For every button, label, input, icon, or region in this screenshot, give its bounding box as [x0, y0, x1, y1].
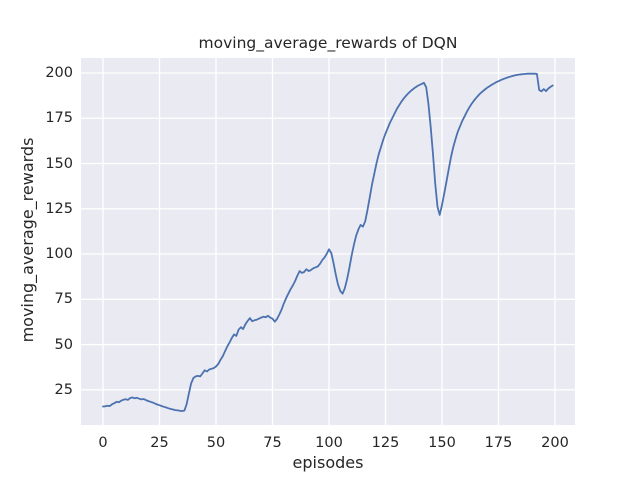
y-tick-label: 75: [54, 291, 73, 308]
plot-area: [81, 58, 575, 425]
y-tick-label: 200: [45, 64, 73, 81]
x-tick-label: 100: [315, 435, 343, 451]
x-axis-label: episodes: [292, 453, 364, 472]
x-tick-label: 150: [428, 435, 456, 451]
x-tick-label: 50: [206, 435, 226, 451]
x-tick-label: 125: [371, 435, 400, 451]
x-tick-label: 200: [541, 435, 569, 451]
x-tick-label: 0: [98, 435, 108, 451]
y-axis-label: moving_average_rewards: [18, 137, 37, 343]
gridlines: [81, 58, 575, 425]
y-tick-label: 50: [54, 336, 73, 353]
y-tick-label: 100: [45, 245, 73, 262]
chart-title: moving_average_rewards of DQN: [198, 34, 458, 52]
y-tick-label: 125: [45, 200, 73, 217]
y-tick-label: 175: [45, 110, 73, 126]
y-tick-label: 25: [54, 381, 73, 398]
x-tick-label: 25: [150, 435, 169, 451]
data-line: [102, 72, 554, 412]
x-tick-label: 75: [263, 435, 282, 451]
x-tick-label: 175: [484, 435, 513, 451]
y-tick-label: 150: [45, 155, 73, 172]
